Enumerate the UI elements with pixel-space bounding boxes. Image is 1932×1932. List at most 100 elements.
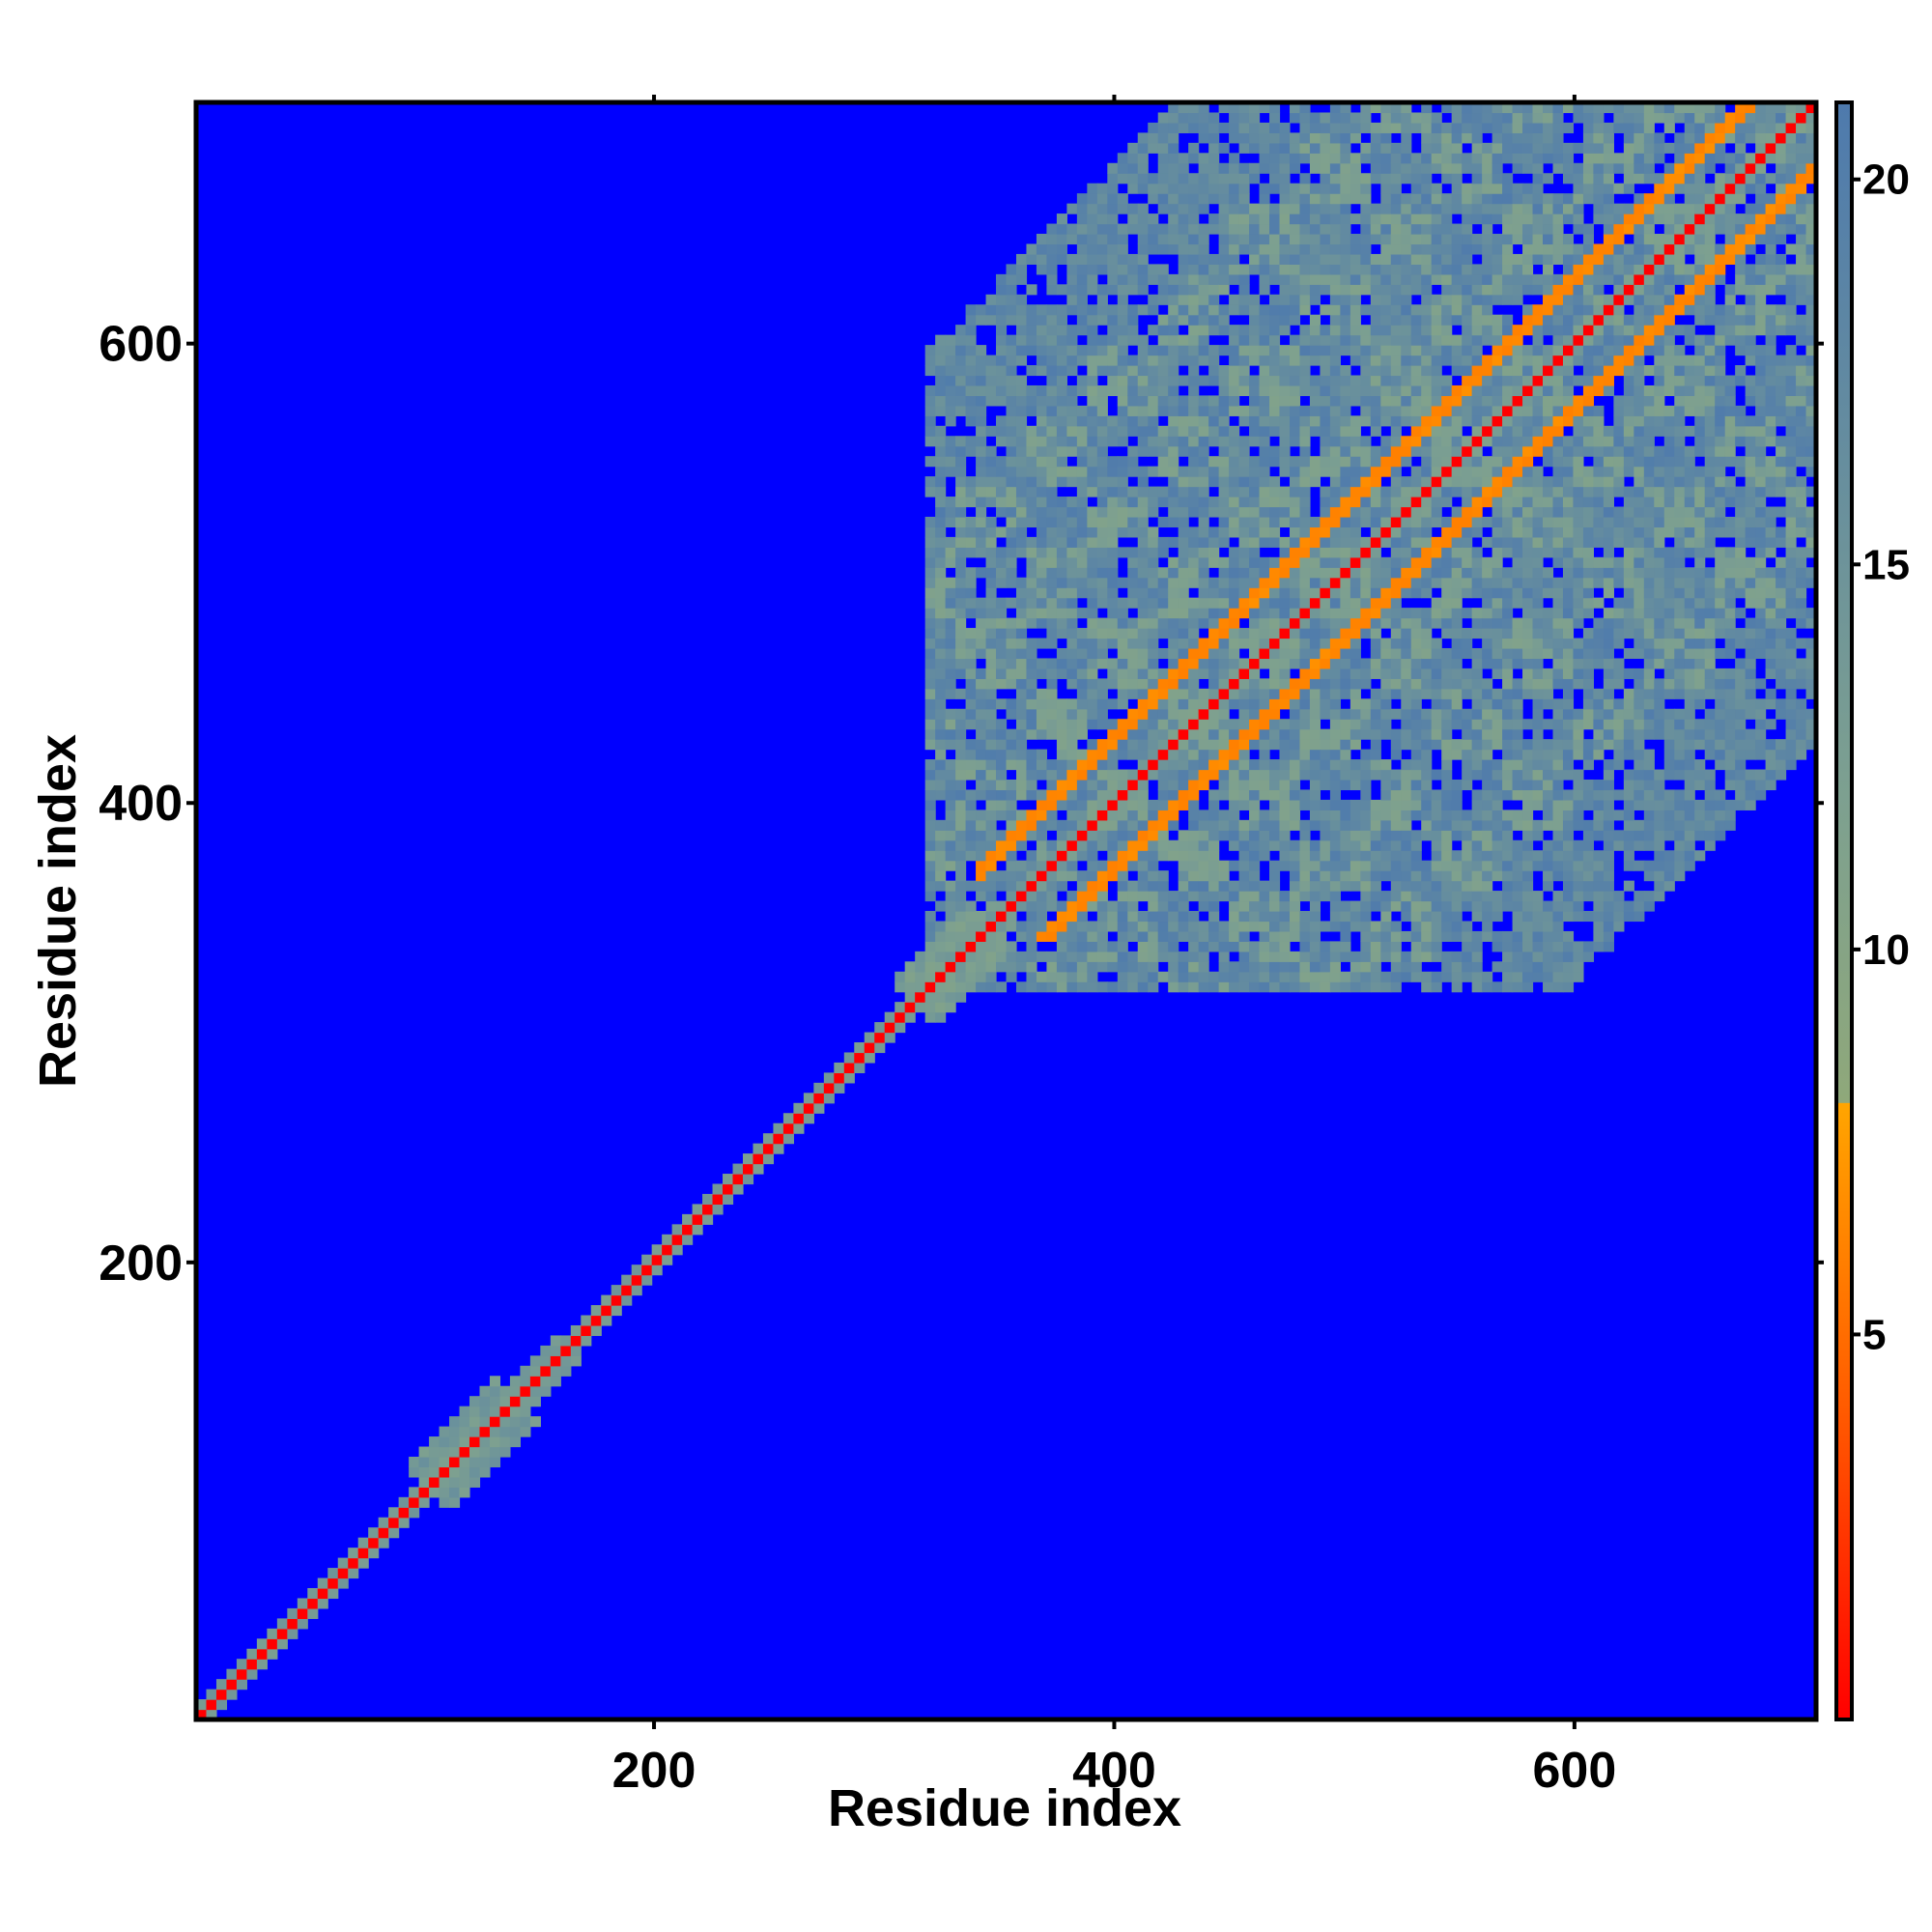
heatmap-cell (499, 1385, 511, 1397)
heatmap-cell (1178, 497, 1189, 508)
heatmap-cell (1269, 810, 1281, 821)
heatmap-cell (1462, 415, 1473, 427)
heatmap-cell (1522, 486, 1534, 497)
heatmap-cell (965, 658, 977, 669)
heatmap-cell (1046, 536, 1058, 548)
heatmap-cell (895, 1002, 906, 1013)
heatmap-cell (1421, 779, 1433, 791)
heatmap-cell (1218, 325, 1230, 336)
heatmap-cell (348, 1548, 359, 1559)
heatmap-cell (317, 1587, 328, 1600)
heatmap-cell (1543, 273, 1554, 285)
heatmap-cell (1006, 678, 1017, 690)
heatmap-cell (489, 1456, 501, 1468)
heatmap-cell (439, 1466, 450, 1478)
heatmap-cell (1218, 628, 1230, 639)
heatmap-cell (327, 1568, 339, 1579)
heatmap-cell (1269, 647, 1281, 660)
heatmap-cell (1421, 971, 1433, 982)
heatmap-cell (1441, 850, 1453, 862)
heatmap-cell (1218, 284, 1230, 296)
heatmap-cell (1441, 264, 1453, 275)
heatmap-cell (1360, 779, 1372, 791)
heatmap-cell (1269, 294, 1281, 305)
heatmap-cell (1350, 638, 1361, 649)
heatmap-cell (1441, 921, 1453, 932)
heatmap-cell (1350, 436, 1361, 447)
heatmap-cell (1340, 577, 1351, 588)
heatmap-cell (1096, 314, 1108, 326)
heatmap-cell (1401, 325, 1412, 336)
heatmap-cell (1329, 951, 1341, 962)
heatmap-cell (418, 1487, 430, 1498)
heatmap-cell (955, 911, 967, 923)
heatmap-cell (1279, 728, 1291, 740)
heatmap-cell (976, 668, 987, 679)
heatmap-cell (1208, 456, 1220, 468)
heatmap-cell (1299, 476, 1311, 488)
heatmap-cell (1421, 728, 1433, 740)
heatmap-cell (1320, 466, 1331, 477)
heatmap-cell (1046, 436, 1058, 447)
heatmap-cell (1512, 284, 1523, 296)
heatmap-cell (1036, 314, 1048, 326)
heatmap-cell (1087, 647, 1098, 660)
heatmap-cell (1137, 860, 1149, 871)
heatmap-cell (1482, 375, 1493, 386)
heatmap-cell (682, 1213, 694, 1225)
heatmap-cell (1229, 769, 1240, 781)
heatmap-cell (985, 769, 997, 781)
heatmap-cell (1320, 567, 1331, 579)
heatmap-cell (1036, 466, 1048, 477)
heatmap-cell (1238, 516, 1250, 528)
heatmap-cell (976, 456, 987, 468)
heatmap-cell (924, 810, 936, 821)
heatmap-cell (1370, 577, 1381, 588)
heatmap-cell (1168, 941, 1179, 952)
heatmap-cell (1532, 234, 1544, 245)
heatmap-cell (895, 1011, 906, 1023)
heatmap-cell (1421, 153, 1433, 164)
heatmap-cell (1421, 819, 1433, 831)
heatmap-cell (1168, 384, 1179, 397)
heatmap-cell (1340, 486, 1351, 497)
heatmap-cell (1066, 445, 1078, 457)
heatmap-cell (1410, 870, 1422, 882)
heatmap-cell (1390, 304, 1402, 316)
heatmap-cell (1015, 668, 1028, 679)
heatmap-cell (1390, 405, 1402, 416)
heatmap-cell (1532, 334, 1544, 346)
heatmap-cell (1299, 961, 1311, 973)
heatmap-cell (1015, 466, 1028, 477)
heatmap-cell (1462, 860, 1473, 871)
heatmap-cell (1360, 830, 1372, 841)
heatmap-cell (1107, 658, 1119, 669)
heatmap-cell (1117, 870, 1128, 882)
heatmap-cell (1329, 122, 1341, 133)
heatmap-cell (1015, 597, 1028, 609)
heatmap-cell (1421, 142, 1433, 154)
heatmap-cell (499, 1416, 511, 1428)
heatmap-cell (276, 1628, 288, 1639)
heatmap-cell (1471, 678, 1483, 690)
heatmap-cell (1329, 253, 1341, 265)
heatmap-cell (1502, 779, 1514, 791)
heatmap-cell (1532, 112, 1544, 124)
heatmap-cell (1157, 284, 1169, 296)
heatmap-cell (601, 1315, 612, 1326)
heatmap-cell (1502, 345, 1514, 356)
heatmap-cell (1380, 839, 1392, 851)
heatmap-cell (1178, 860, 1189, 871)
heatmap-cell (935, 334, 947, 346)
heatmap-cell (1148, 891, 1159, 902)
heatmap-cell (1076, 384, 1088, 397)
heatmap-cell (1299, 547, 1311, 558)
heatmap-cell (1502, 647, 1514, 660)
heatmap-cell (1502, 810, 1514, 821)
heatmap-cell (1087, 486, 1098, 497)
heatmap-cell (1218, 162, 1230, 174)
heatmap-cell (945, 900, 956, 912)
heatmap-cell (1340, 688, 1351, 699)
heatmap-cell (1096, 193, 1108, 205)
heatmap-cell (1482, 334, 1493, 346)
